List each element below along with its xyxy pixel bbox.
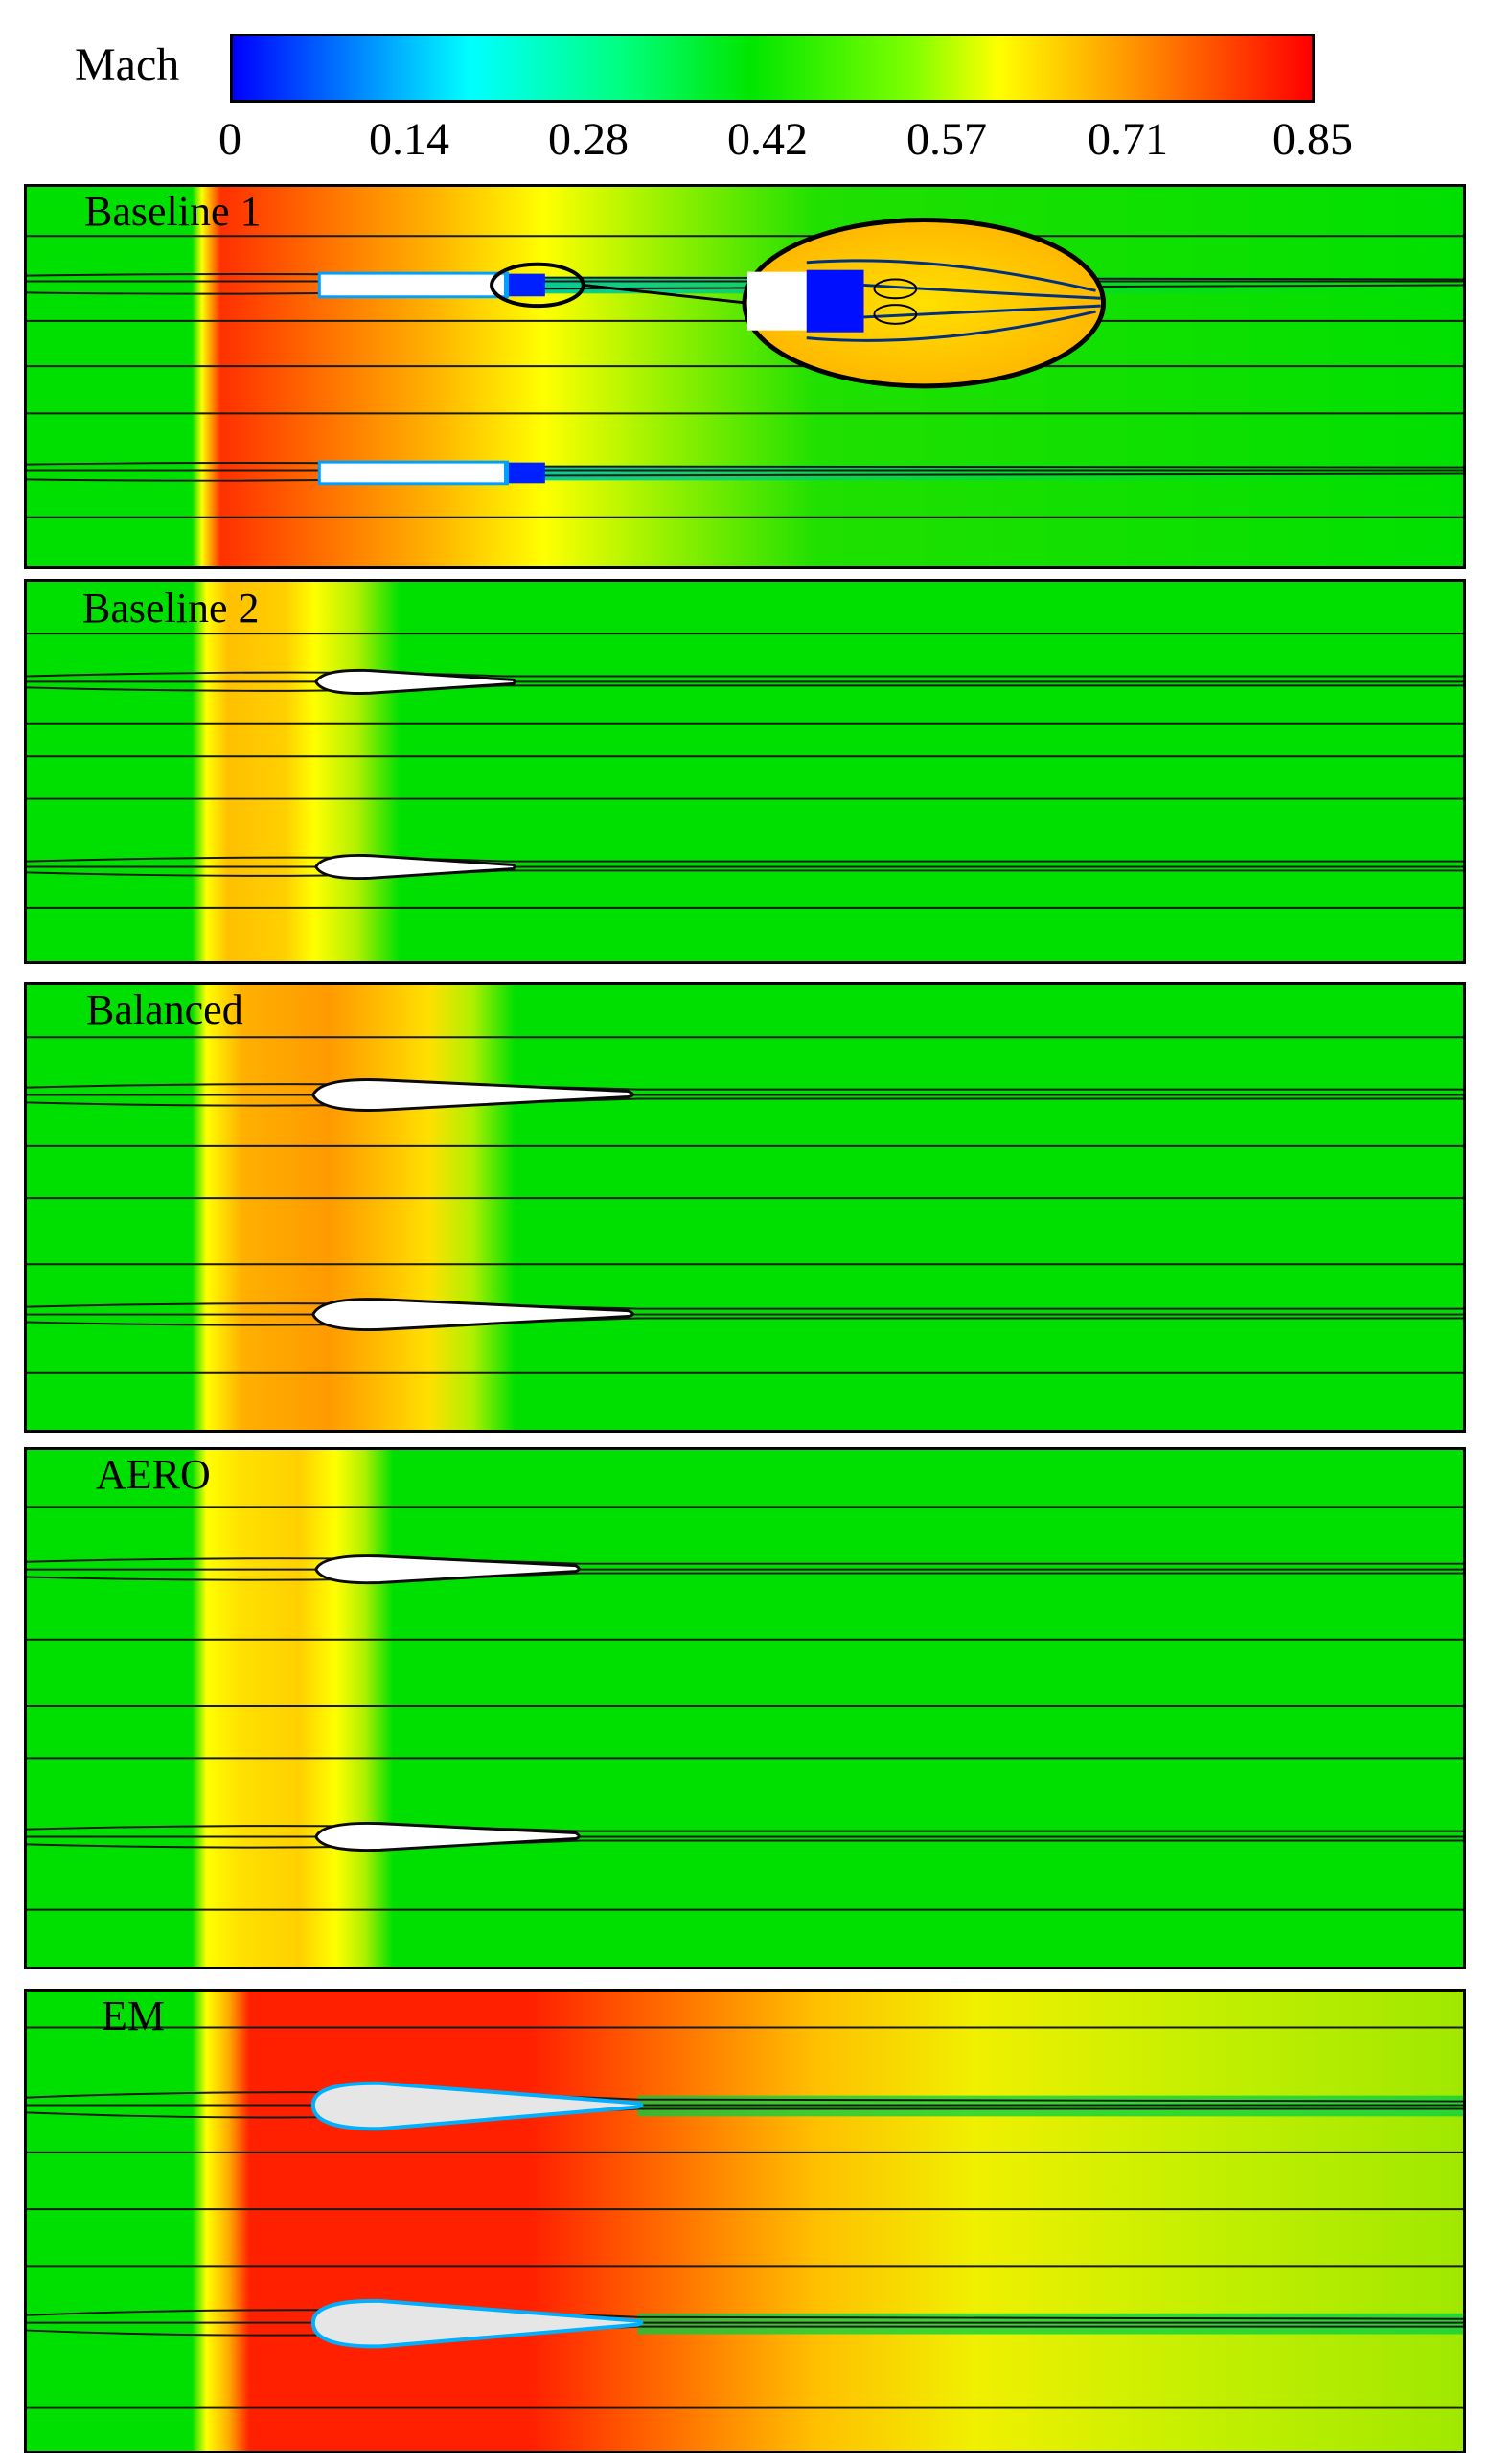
panel-label: Baseline 1 xyxy=(84,188,262,235)
panel-baseline-1: Baseline 1 xyxy=(24,184,1466,569)
colorbar-tick: 0.71 xyxy=(1088,114,1168,165)
colorbar-tick: 0.57 xyxy=(906,114,987,165)
panel-aero: AERO xyxy=(24,1447,1466,1969)
colorbar-tick: 0.42 xyxy=(727,114,808,165)
panel-em: EM xyxy=(24,1989,1466,2453)
colorbar-tick: 0.85 xyxy=(1272,114,1353,165)
contour-plot xyxy=(27,1992,1463,2451)
colorbar-tick: 0 xyxy=(218,114,241,165)
colorbar-tick: 0.14 xyxy=(369,114,449,165)
panel-balanced: Balanced xyxy=(24,982,1466,1433)
panel-label: AERO xyxy=(96,1451,211,1498)
panel-label: EM xyxy=(102,1992,165,2039)
contour-plot xyxy=(27,985,1463,1430)
contour-plot xyxy=(27,1450,1463,1967)
colorbar-tick: 0.28 xyxy=(548,114,629,165)
panel-label: Baseline 2 xyxy=(82,585,260,632)
colorbar-gradient xyxy=(230,34,1315,103)
colorbar-title: Mach xyxy=(75,39,180,90)
panel-baseline-2: Baseline 2 xyxy=(24,579,1466,964)
panel-label: Balanced xyxy=(86,986,243,1033)
contour-plot xyxy=(27,582,1463,961)
contour-plot xyxy=(27,187,1463,566)
